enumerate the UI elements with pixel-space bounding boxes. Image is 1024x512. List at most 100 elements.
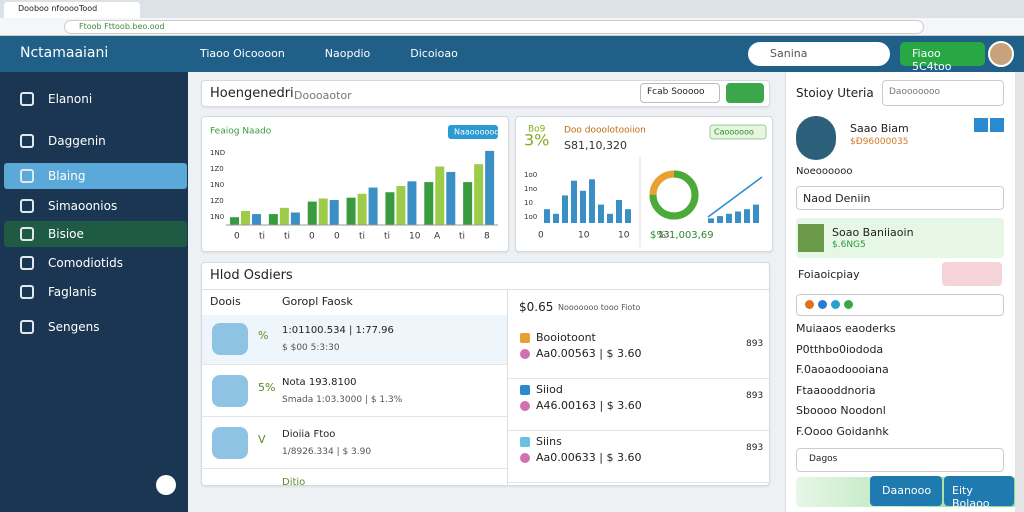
product-card[interactable]: Soao Baniiaoin $.6NG5 <box>796 218 1004 258</box>
nav-item[interactable]: Naopdio <box>324 47 371 60</box>
toolbar-button[interactable] <box>726 83 764 103</box>
divider <box>202 289 769 290</box>
url[interactable]: Ftoob Fttoob.beo.ood <box>64 20 924 34</box>
sidebar-button[interactable] <box>156 475 176 495</box>
divider <box>507 289 508 485</box>
bar <box>368 187 378 225</box>
order-line2: $ $00 5:3:30 <box>282 343 340 353</box>
list-item[interactable]: Ftaaooddnoria <box>796 383 876 397</box>
bar <box>307 201 317 225</box>
header-button[interactable]: Fiaoo 5C4too <box>900 42 985 73</box>
bar <box>562 195 568 223</box>
x-tick-label: ti <box>459 232 465 242</box>
address-bar: Ftoob Fttoob.beo.ood <box>0 18 1024 36</box>
chart-title: Doo dooolotooiion <box>564 126 646 136</box>
amount: S81,10,320 <box>564 139 627 152</box>
legend: Feaiog Naado <box>210 127 272 137</box>
y-tick-label: 1ND <box>210 149 225 157</box>
y-tick-label: 10 <box>524 199 533 207</box>
sidebar-item[interactable]: Elanoni <box>4 86 187 112</box>
nav: Tiaoo Oicoooon Naopdio Dicoioao <box>200 47 458 60</box>
profile-price: $Ð96000035 <box>850 137 909 147</box>
toolbar-search[interactable]: Fcab Sooooo <box>640 83 720 103</box>
y-tick-label: 1o0 <box>524 171 537 179</box>
item-amount: Aa0.00563 | $ 3.60 <box>536 347 642 360</box>
list-item[interactable]: Muiaaos eaoderks <box>796 322 896 335</box>
sidebar-label: Bisioe <box>48 227 84 241</box>
bar <box>616 200 622 223</box>
button[interactable]: Daanooo <box>870 476 942 506</box>
tab[interactable]: Dooboo nfooooTood <box>4 2 140 18</box>
bar <box>268 214 278 225</box>
sidebar-icon <box>20 256 34 270</box>
sidebar-item[interactable]: Daggenin <box>4 128 187 154</box>
sidebar-icon <box>20 134 34 148</box>
x-tick-label: 8 <box>484 232 490 242</box>
order-row[interactable]: 5% Nota 193.8100 Smada 1:03.3000 | $ 1.3% <box>202 367 507 417</box>
order-row[interactable]: % 1:01100.534 | 1:77.96 $ $00 5:3:30 <box>202 315 507 365</box>
avatar[interactable] <box>988 41 1014 67</box>
bar <box>589 179 595 223</box>
sidebar-label: Elanoni <box>48 92 93 106</box>
item-row[interactable]: Siins Aa0.00633 | $ 3.60 893 <box>508 433 769 483</box>
select[interactable]: Daooooooo <box>882 80 1004 106</box>
orders-panel: Hlod Osdiers Doois Goropl Faosk $0.65 No… <box>201 262 770 486</box>
right-title: Stoioy Uteria <box>796 86 874 100</box>
sidebar-item[interactable]: Comodiotids <box>4 250 187 276</box>
order-icon <box>212 427 248 459</box>
list-item[interactable]: P0tthbo0iododa <box>796 342 884 356</box>
order-row[interactable]: V Dioiia Ftoo 1/8926.334 | $ 3.90 <box>202 419 507 469</box>
sidebar-label: Simaoonios <box>48 199 118 213</box>
select[interactable]: Naod Deniin <box>796 186 1004 210</box>
app-header: Nctamaaiani Tiaoo Oicoooon Naopdio Dicoioa… <box>0 36 1024 73</box>
sidebar-label: Comodiotids <box>48 256 123 270</box>
right-title: $0.65 <box>519 300 554 314</box>
bar <box>346 197 356 225</box>
footer: $% 1,003,69 <box>650 230 714 241</box>
toolbar: Hoengenedri Doooaotor Fcab Sooooo <box>201 80 770 107</box>
icon-button[interactable] <box>990 118 1004 132</box>
button[interactable]: Eity Bolaoo <box>944 476 1014 510</box>
nav-item[interactable]: Dicoioao <box>410 47 458 60</box>
bar <box>544 209 550 223</box>
swatch[interactable] <box>942 262 1002 286</box>
sidebar-item[interactable]: Sengens <box>4 314 187 340</box>
scrollbar <box>1015 72 1024 512</box>
label: Noeoooooo <box>796 166 853 177</box>
sidebar-item[interactable]: Simaoonios <box>4 193 187 219</box>
list-item[interactable]: F.Oooo Goidanhk <box>796 424 889 438</box>
card-price: $.6NG5 <box>832 240 866 250</box>
brand[interactable]: Nctamaaiani <box>20 45 109 61</box>
list: Muiaaos eaoderks P0tthbo0iododa F.0aoaodoo… <box>796 322 896 445</box>
order-line2: 1/8926.334 | $ 3.90 <box>282 447 372 457</box>
sidebar-icon <box>20 285 34 299</box>
color-select[interactable] <box>796 294 1004 316</box>
input[interactable]: Dagos <box>796 448 1004 472</box>
list-item[interactable]: F.0aoaodoooiana <box>796 363 889 376</box>
bar <box>744 209 750 223</box>
bar <box>290 212 300 225</box>
y-tick-label: 1N0 <box>210 181 224 189</box>
chart-card: Feaiog Naado Naaoooooo 1ND 1Z0 1N0 1Z0 1N0 0 ti t… <box>201 116 509 252</box>
list-item[interactable]: Sboooo Noodonl <box>796 404 886 417</box>
item-label: Siiod <box>536 383 563 396</box>
order-line1: 1:01100.534 | 1:77.96 <box>282 325 394 336</box>
bar <box>607 213 613 223</box>
sidebar-item[interactable]: Bisioe <box>4 221 187 247</box>
icon-button[interactable] <box>974 118 988 132</box>
item-row[interactable]: Booiotoont Aa0.00563 | $ 3.60 893 <box>508 329 769 379</box>
item-label: Booiotoont <box>536 331 596 344</box>
column-header: Goropl Faosk <box>282 295 353 308</box>
nav-item[interactable]: Tiaoo Oicoooon <box>200 47 285 60</box>
product-image <box>798 224 824 252</box>
search[interactable]: Sanina <box>748 42 890 66</box>
donut <box>649 170 699 220</box>
x-tick-label: ti <box>284 232 290 242</box>
sidebar-item[interactable]: Blaing <box>4 163 187 189</box>
x-tick-label: A <box>434 232 441 242</box>
sidebar-item[interactable]: Faglanis <box>4 279 187 305</box>
right-subtitle: Nooooooo tooo Fioto <box>558 303 641 312</box>
y-tick-label: 1o0 <box>524 213 537 221</box>
item-row[interactable]: Siiod A46.00163 | $ 3.60 893 <box>508 381 769 431</box>
